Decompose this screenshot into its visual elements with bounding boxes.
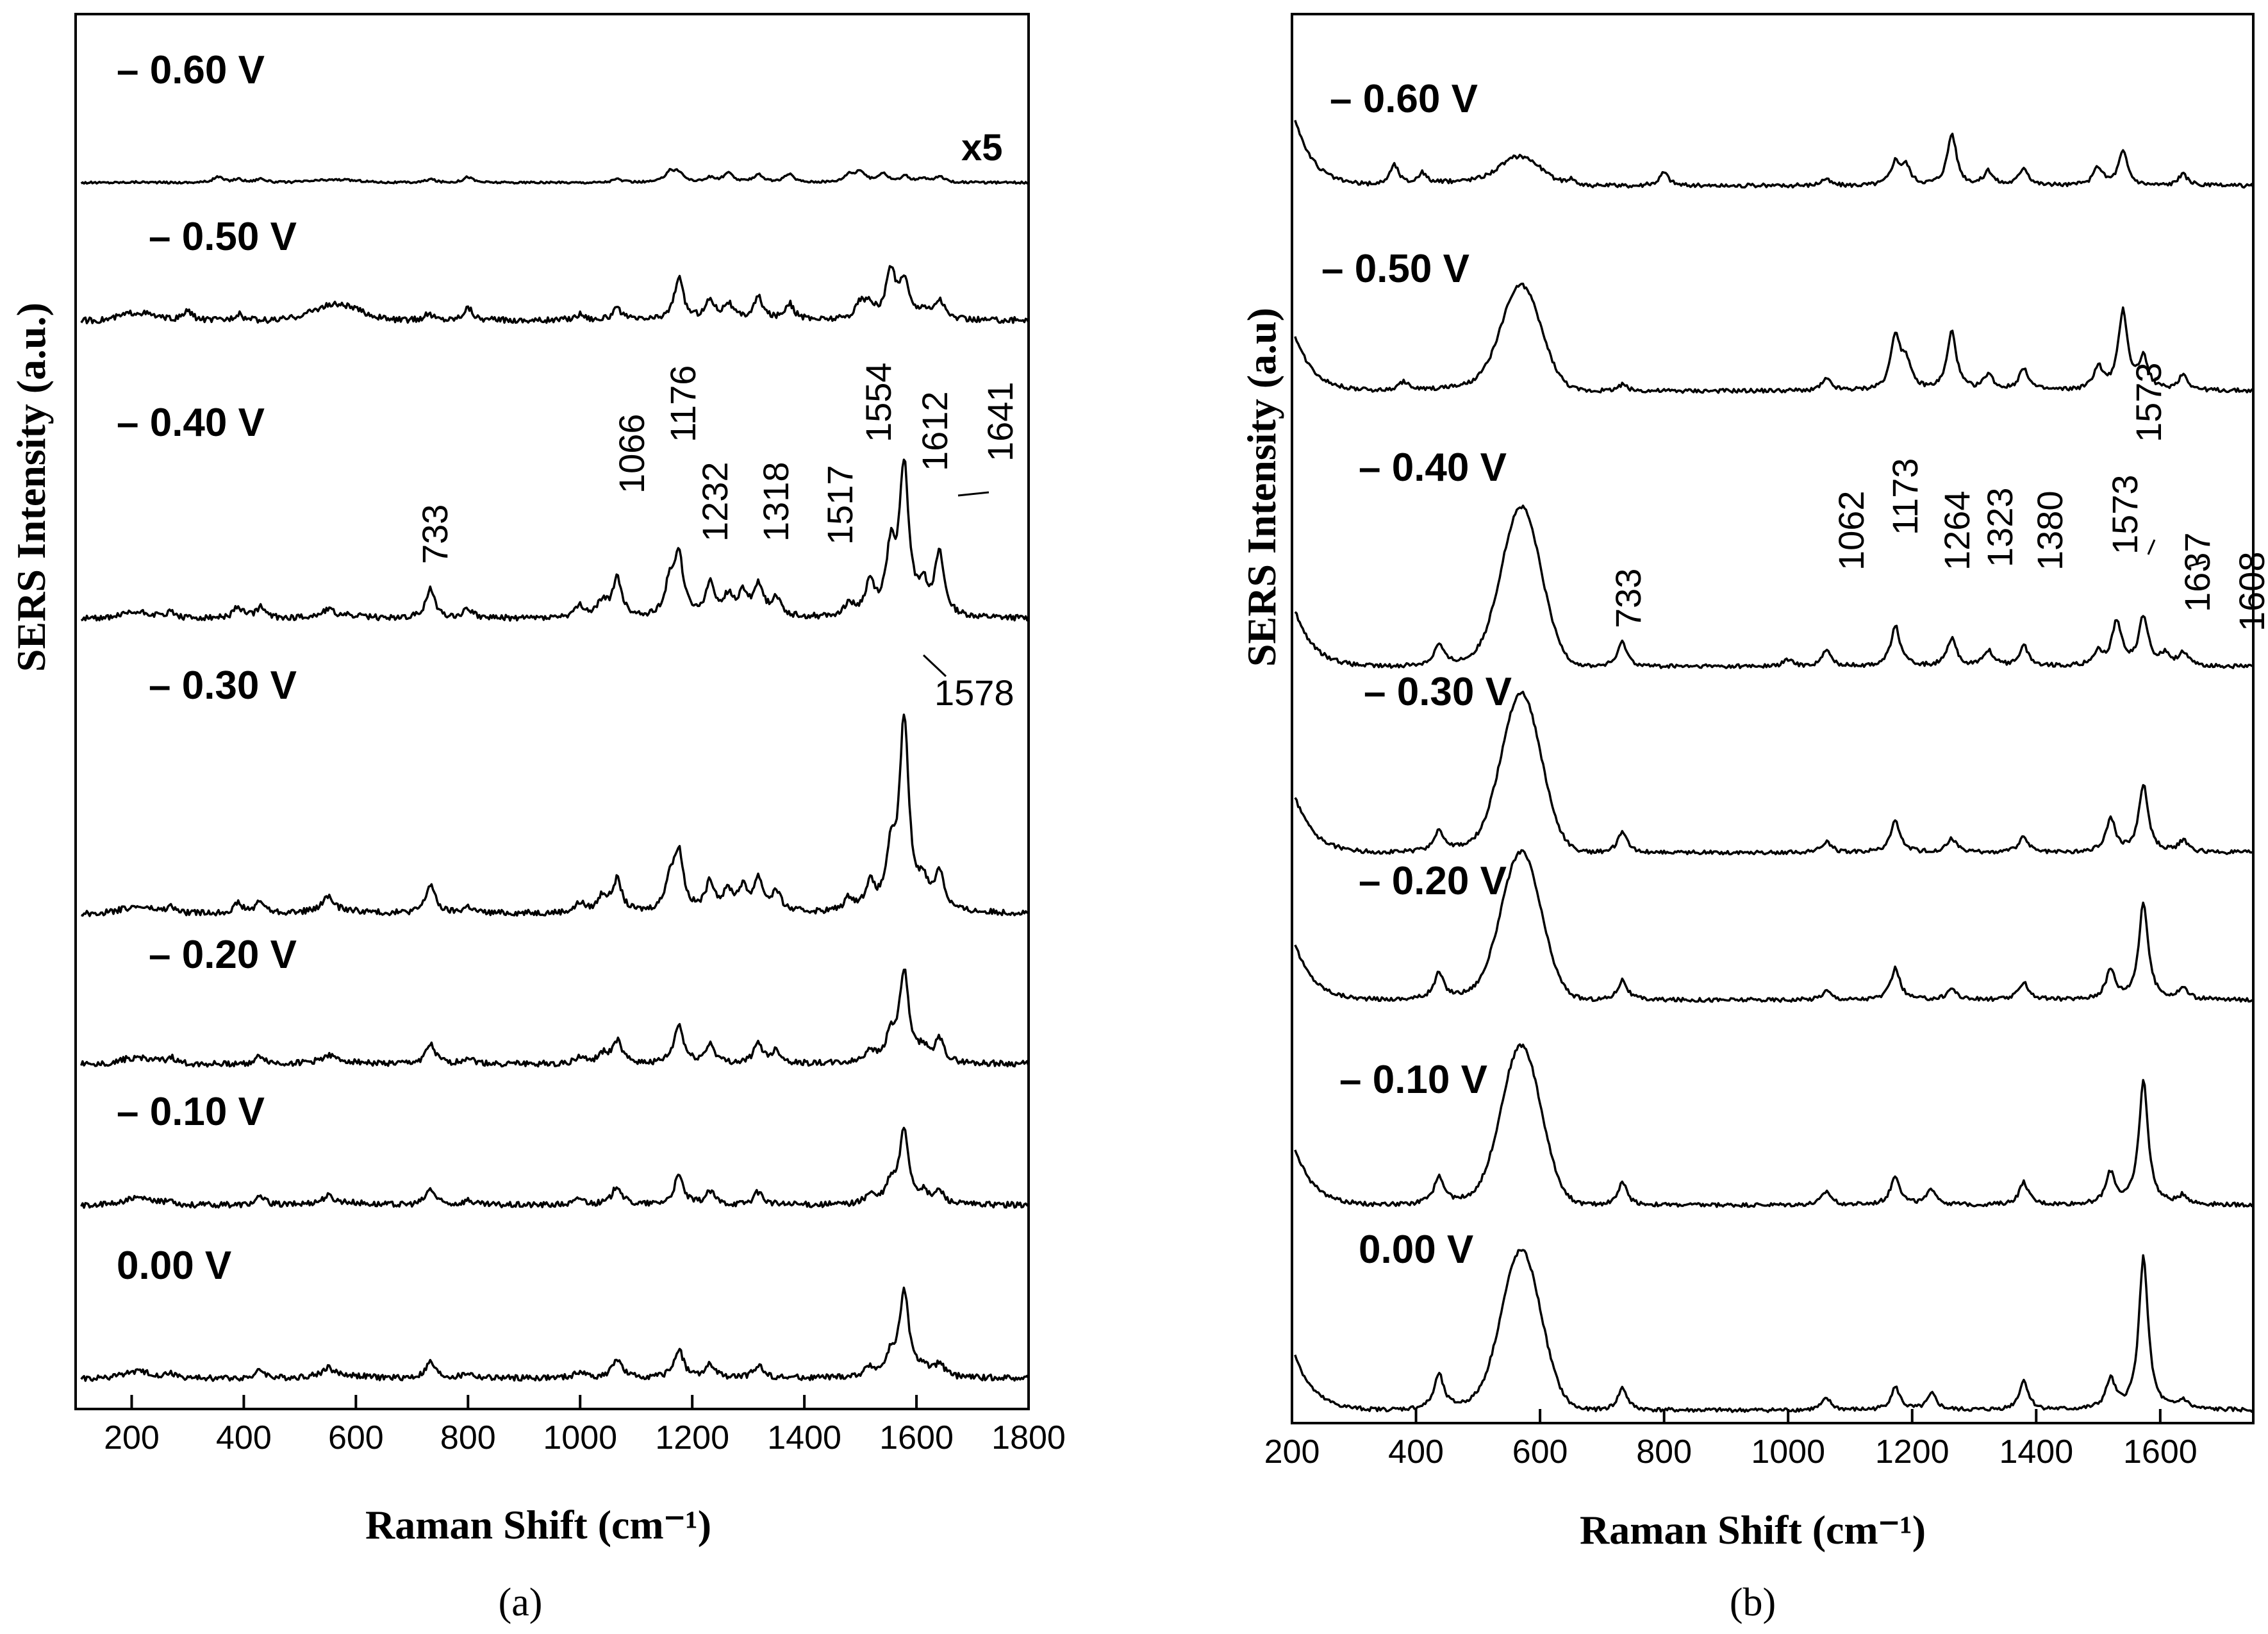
panel-b-x-ticks: 200 400 600 800 1000 1200 1400 1600 [1264,1409,2198,1471]
peak-label-1: 1062 [1831,490,1871,571]
panel-a: 200 400 600 800 1000 1200 1400 1600 1800 – 0.60 … [8,13,1066,1624]
series-label-6: 0.00 V [1359,1228,1473,1272]
panel-b-peak-labels: 733 1062 1173 1264 1323 1380 1573 1573 1637 1608 [1608,362,2268,631]
peak-label-3: 1232 [695,462,735,542]
peak-label-5: 1380 [2030,490,2070,571]
panel-b: 200 400 600 800 1000 1200 1400 1600 – 0.60 V– 0… [1239,13,2268,1624]
panel-b-y-axis-title: SERS Intensity (a.u) [1239,308,1284,667]
spectrum-line-4 [1294,849,2254,1003]
panel-b-frame [1291,13,2255,1424]
spectrum-line-1 [1294,282,2254,394]
series-label-1: – 0.50 V [1321,247,1469,291]
x-tick-label: 1800 [991,1419,1066,1456]
peak-label-4: 1318 [756,462,796,542]
peak-label-5: 1517 [820,465,860,545]
panel-a-series-labels: – 0.60 V – 0.50 V – 0.40 V – 0.30 V – 0.20 V… [117,48,297,1288]
peak-label-6: 1554 [858,362,898,442]
spectrum-line-6 [1294,1249,2255,1413]
series-label-4: – 0.20 V [1359,859,1507,903]
peak-label-8: 1637 [2177,532,2217,612]
x-tick-label: 600 [1512,1433,1568,1471]
spectrum-line-2 [80,458,1030,622]
series-label-0: – 0.60 V [117,48,265,92]
series-label-5: – 0.10 V [1339,1058,1487,1102]
peak-leader-line [957,491,989,497]
panel-a-scale-note: x5 [961,127,1003,169]
spectrum-line-3 [81,713,1029,917]
series-label-2: – 0.40 V [117,401,265,445]
x-tick-label: 400 [1388,1433,1444,1471]
spectrum-line-0 [80,167,1029,185]
x-tick-label: 1400 [767,1419,841,1456]
spectrum-line-6 [80,1287,1030,1382]
peak-label-7: 1573 [2128,362,2169,442]
panel-a-x-axis-title: Raman Shift (cm⁻¹) [365,1502,711,1547]
panel-a-x-ticks: 200 400 600 800 1000 1200 1400 1600 1800 [104,1395,1066,1456]
peak-label-4: 1323 [1980,487,2020,567]
peak-label-0: 733 [1608,569,1648,628]
peak-label-6: 1573 [2105,474,2145,554]
peak-label-8: 1641 [980,381,1020,462]
peak-label-2: 1173 [1885,458,1925,535]
spectrum-line-5 [80,1126,1030,1209]
x-tick-label: 1400 [1999,1433,2073,1471]
panel-a-peak-labels: 733 1066 1176 1232 1318 1517 1554 1612 1641 1578 [415,362,1020,713]
series-label-0: – 0.60 V [1330,77,1478,121]
peak-label-2: 1176 [663,365,703,442]
series-label-4: – 0.20 V [149,933,297,977]
spectrum-line-5 [1294,1043,2255,1208]
peak-label-0: 733 [415,504,455,564]
spectrum-line-1 [80,265,1030,324]
series-label-3: – 0.30 V [149,663,297,708]
series-label-1: – 0.50 V [149,215,297,259]
series-label-6: 0.00 V [117,1244,231,1288]
x-tick-label: 1000 [1751,1433,1825,1471]
peak-label-1: 1066 [611,413,652,494]
x-tick-label: 200 [104,1419,160,1456]
peak-label-9: 1608 [2231,551,2268,631]
peak-leader-line [2147,539,2156,555]
x-tick-label: 800 [1636,1433,1692,1471]
panel-a-series-group [80,167,1030,1382]
peak-label-9: 1578 [934,672,1014,713]
spectrum-line-2 [1294,504,2254,669]
peak-label-7: 1612 [915,391,955,471]
x-tick-label: 200 [1264,1433,1320,1471]
panel-a-frame [74,13,1030,1410]
x-tick-label: 1600 [2123,1433,2198,1471]
series-label-5: – 0.10 V [117,1090,265,1134]
panel-a-caption: (a) [499,1581,543,1624]
panel-b-series-group [1294,120,2255,1413]
peak-label-3: 1264 [1937,490,1977,571]
x-tick-label: 400 [216,1419,272,1456]
spectrum-line-3 [1294,690,2254,856]
panel-b-x-axis-title: Raman Shift (cm⁻¹) [1580,1507,1926,1553]
x-tick-label: 1200 [1875,1433,1949,1471]
x-tick-label: 1200 [655,1419,729,1456]
spectrum-line-4 [80,968,1030,1068]
x-tick-label: 600 [328,1419,384,1456]
x-tick-label: 800 [440,1419,496,1456]
panel-b-caption: (b) [1730,1581,1776,1624]
x-tick-label: 1600 [879,1419,954,1456]
peak-leader-line [2189,560,2206,567]
peak-leader-line [922,654,947,678]
panel-b-series-labels: – 0.60 V – 0.50 V – 0.40 V – 0.30 V – 0.20 V… [1321,77,1512,1272]
series-label-3: – 0.30 V [1364,670,1512,714]
series-label-2: – 0.40 V [1359,446,1507,490]
x-tick-label: 1000 [543,1419,617,1456]
spectrum-line-0 [1294,120,2255,189]
panel-a-y-axis-title: SERS Intensity (a.u.) [8,303,54,672]
